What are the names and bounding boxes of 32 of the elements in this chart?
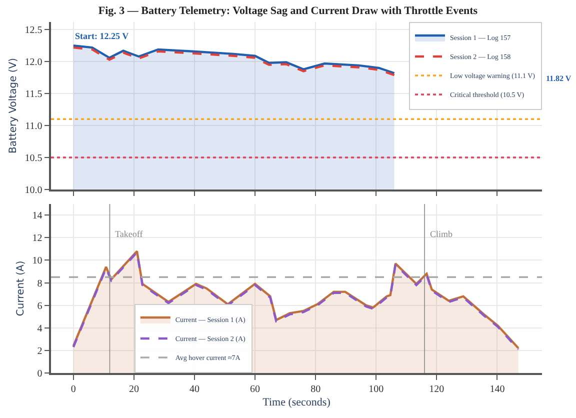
line-series xyxy=(72,46,396,76)
ref-line-label: Climb xyxy=(430,229,454,239)
y-tick-label: 6 xyxy=(37,300,42,312)
y-tick-label: 10.0 xyxy=(24,184,42,196)
y-tick-label: 2 xyxy=(37,346,42,357)
x-tick-label: 0 xyxy=(70,384,76,395)
annotation: Start: 12.25 V xyxy=(75,31,130,41)
y-tick-label: 10.5 xyxy=(24,152,42,164)
x-tick-label: 140 xyxy=(490,384,505,395)
y-tick-label: 11.5 xyxy=(25,89,42,100)
x-tick-label: 80 xyxy=(310,384,321,395)
y-tick-label: 14 xyxy=(32,210,42,222)
y-tick-label: 11.0 xyxy=(25,121,42,132)
x-tick-label: 120 xyxy=(429,384,444,395)
y-axis-title: Current (A) xyxy=(16,260,27,316)
y-tick-label: 12.0 xyxy=(24,57,42,68)
y-tick-label: 12.5 xyxy=(24,25,42,36)
y-tick-label: 10 xyxy=(32,256,42,267)
text: 11.82 V xyxy=(546,74,572,83)
y-tick-label: 4 xyxy=(37,323,42,334)
y-tick-label: 8 xyxy=(37,278,42,290)
x-axis-title: Time (seconds) xyxy=(262,396,331,408)
x-tick-label: 40 xyxy=(189,384,200,395)
y-tick-label: 0 xyxy=(37,368,42,380)
x-tick-label: 100 xyxy=(368,384,384,395)
y-axis-title: Battery Voltage (V) xyxy=(8,58,20,154)
x-tick-label: 20 xyxy=(128,384,139,395)
line-series xyxy=(72,251,520,350)
y-tick-label: 12 xyxy=(32,233,42,244)
chart-title: Fig. 3 — Battery Telemetry: Voltage Sag and Current Draw with Throttle Events xyxy=(98,4,478,17)
x-tick-label: 60 xyxy=(250,384,260,395)
ref-line-label: Takeoff xyxy=(115,229,143,239)
